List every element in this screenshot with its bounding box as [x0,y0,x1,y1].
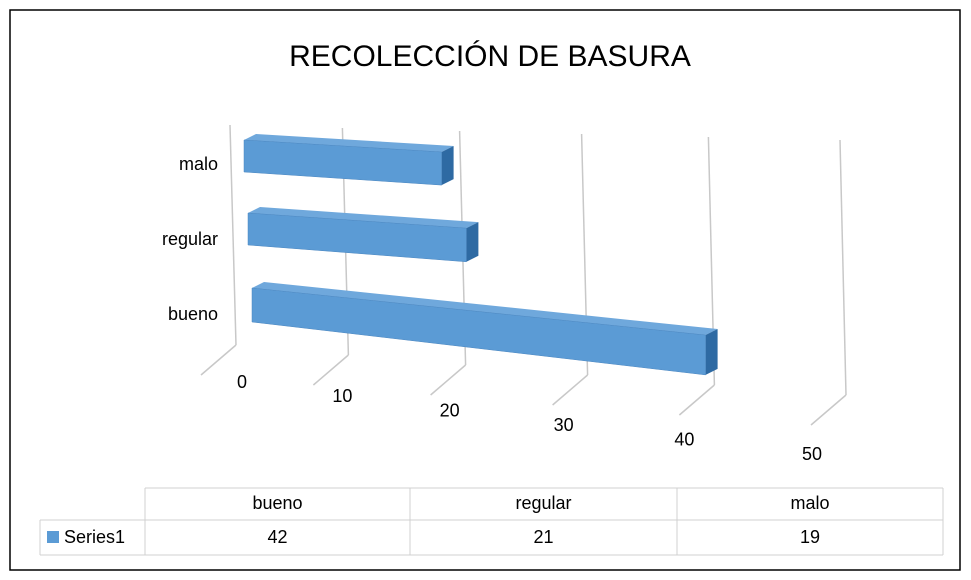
bar [243,139,442,186]
bar-top [248,207,479,229]
bar-end [441,145,454,186]
legend-label: Series1 [64,527,125,547]
grid-line [229,124,237,346]
floor-line [552,374,589,406]
table-value: 42 [267,527,287,547]
floor-line [430,364,467,396]
table-header: bueno [252,493,302,513]
floor-line [312,354,349,386]
x-tick-label: 40 [674,429,694,449]
chart-title: RECOLECCIÓN DE BASURA [289,40,691,73]
bar-top [244,134,454,152]
y-tick-label: regular [162,229,218,249]
floor-line [810,394,847,426]
bar-end [705,329,718,375]
x-tick-label: 10 [332,386,352,406]
bar-top [252,282,718,336]
grid: 0 10 20 30 40 50 [200,124,847,464]
x-tick-label: 50 [802,444,822,464]
x-tick-label: 30 [554,415,574,435]
y-tick-label: malo [179,154,218,174]
chart-border [9,9,961,571]
x-tick-label: 0 [237,372,247,392]
y-tick-label: bueno [168,304,218,324]
table-header: regular [515,493,571,513]
legend-swatch [47,531,59,543]
bar [247,212,467,263]
bar [251,287,706,376]
bars: bueno regular malo [162,134,718,376]
table-header: malo [790,493,829,513]
floor-line [200,344,237,376]
x-tick-label: 20 [440,401,460,421]
table-value: 21 [533,527,553,547]
bar-end [466,222,479,262]
table-value: 19 [800,527,820,547]
grid-line [839,139,847,396]
floor-line [678,384,715,416]
data-table: Series1 bueno 42 regular 21 malo 19 [39,487,944,556]
